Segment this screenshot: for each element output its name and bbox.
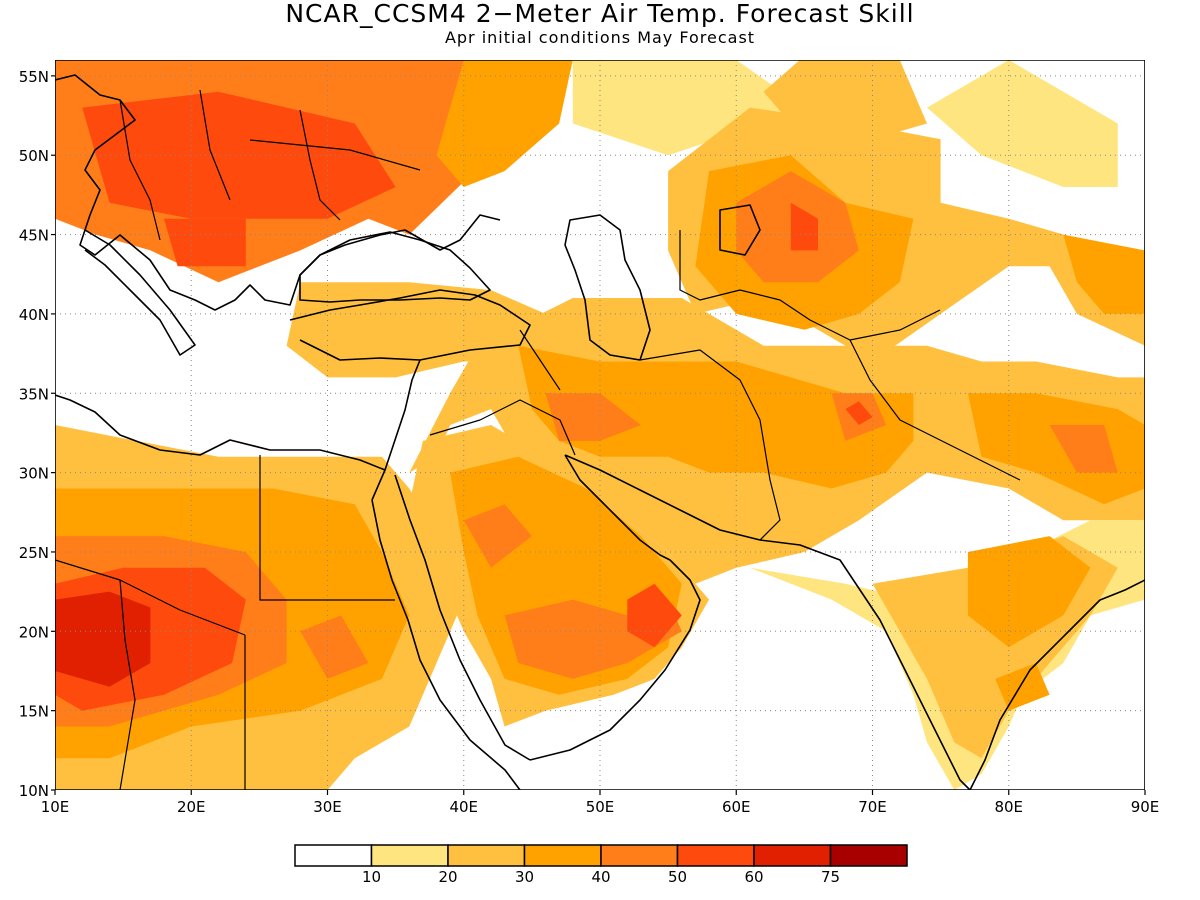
border-sahara bbox=[55, 455, 395, 790]
lat-tick-label: 55N bbox=[19, 68, 49, 86]
coastline-india bbox=[759, 539, 1145, 790]
coastline-anatolia bbox=[289, 289, 531, 361]
border-middle-east bbox=[429, 329, 781, 541]
lon-tick-label: 40E bbox=[449, 798, 478, 816]
lon-tick-label: 70E bbox=[858, 798, 887, 816]
lon-tick-label: 20E bbox=[177, 798, 206, 816]
coastline-aral bbox=[719, 204, 761, 256]
colorbar-swatch bbox=[447, 844, 526, 867]
lat-tick-label: 45N bbox=[19, 227, 49, 245]
coastline-levant bbox=[371, 359, 421, 501]
colorbar-swatch bbox=[829, 844, 908, 867]
skill-region-33 bbox=[967, 536, 1091, 648]
map-subtitle: Apr initial conditions May Forecast bbox=[444, 28, 756, 47]
skill-region-14 bbox=[518, 345, 914, 489]
skill-region-19 bbox=[1049, 425, 1118, 473]
lat-tick-label: 25N bbox=[19, 544, 49, 562]
lon-tick-label: 10E bbox=[41, 798, 70, 816]
skill-region-17 bbox=[845, 401, 873, 425]
lat-tick-label: 10N bbox=[19, 782, 49, 800]
lon-tick-label: 30E bbox=[313, 798, 342, 816]
colorbar-swatch bbox=[676, 844, 755, 867]
coastline-arabia-south bbox=[529, 559, 701, 761]
lon-tick-label: 90E bbox=[1131, 798, 1160, 816]
skill-region-2 bbox=[164, 218, 246, 267]
skill-fill-layer bbox=[55, 60, 1145, 790]
border-central-asia bbox=[679, 230, 1021, 481]
skill-region-30 bbox=[300, 615, 369, 679]
colorbar-swatch bbox=[294, 844, 373, 867]
coastline-north-africa bbox=[55, 394, 386, 471]
lon-tick-label: 50E bbox=[586, 798, 615, 816]
lat-tick-label: 30N bbox=[19, 465, 49, 483]
colorbar-label: 30 bbox=[515, 868, 534, 886]
colorbar-swatch bbox=[753, 844, 832, 867]
skill-region-18 bbox=[967, 393, 1145, 505]
skill-region-15 bbox=[545, 393, 641, 441]
colorbar-label: 10 bbox=[362, 868, 381, 886]
coastline-europe bbox=[55, 74, 501, 311]
skill-region-11 bbox=[1063, 234, 1145, 314]
coastline-black-sea bbox=[299, 231, 491, 303]
coastline-red-sea-west bbox=[371, 499, 521, 790]
skill-region-4 bbox=[572, 60, 805, 156]
colorbar-label: 40 bbox=[591, 868, 610, 886]
lon-tick-label: 80E bbox=[994, 798, 1023, 816]
lon-tick-label: 60E bbox=[722, 798, 751, 816]
skill-region-22 bbox=[463, 504, 532, 568]
lat-tick-label: 40N bbox=[19, 306, 49, 324]
colorbar-swatch bbox=[600, 844, 679, 867]
coastlines-and-borders bbox=[55, 60, 1145, 790]
colorbar: 10 20 30 40 50 60 75 bbox=[294, 844, 908, 886]
coastline-italy bbox=[84, 229, 196, 356]
lat-tick-label: 15N bbox=[19, 703, 49, 721]
colorbar-label: 50 bbox=[668, 868, 687, 886]
axes: 10N 15N 20N 25N 30N 35N 40N 45N 50N 55N 10E 20E 30E 4… bbox=[19, 68, 1160, 816]
skill-region-10 bbox=[790, 202, 818, 251]
colorbar-label: 60 bbox=[744, 868, 763, 886]
colorbar-swatch bbox=[523, 844, 602, 867]
lat-tick-label: 50N bbox=[19, 147, 49, 165]
colorbar-swatch bbox=[370, 844, 449, 867]
lat-tick-label: 20N bbox=[19, 623, 49, 641]
colorbar-label: 75 bbox=[821, 868, 840, 886]
lat-tick-label: 35N bbox=[19, 385, 49, 403]
map-title: NCAR_CCSM4 2−Meter Air Temp. Forecast Sk… bbox=[285, 0, 915, 28]
border-europe bbox=[119, 89, 421, 241]
coastline-red-sea-east bbox=[394, 474, 531, 761]
skill-region-29 bbox=[55, 591, 151, 687]
skill-region-6 bbox=[927, 60, 1118, 187]
coastline-persian-gulf bbox=[564, 454, 761, 561]
skill-region-34 bbox=[995, 663, 1050, 711]
colorbar-label: 20 bbox=[438, 868, 457, 886]
